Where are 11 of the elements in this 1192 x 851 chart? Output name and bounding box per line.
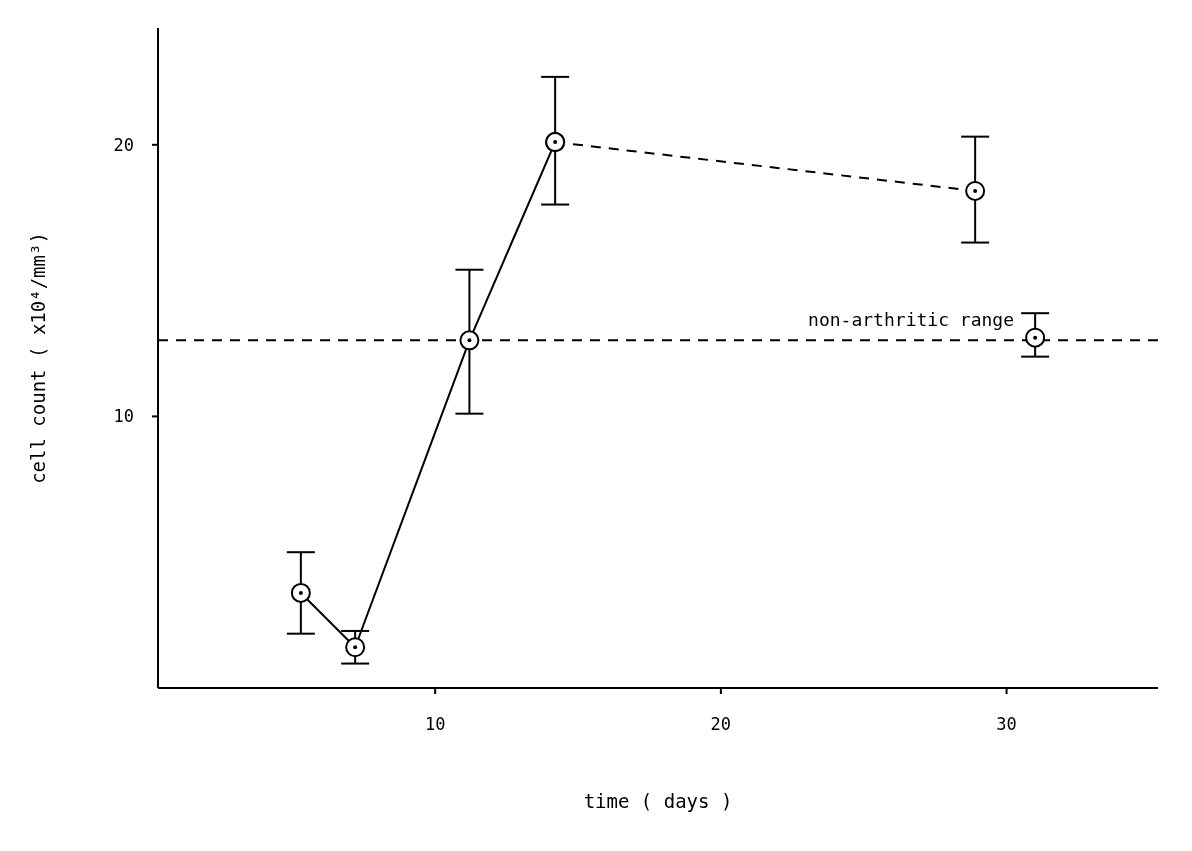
y-axis-title: cell count ( x10⁴/mm³): [26, 232, 49, 484]
ref-line-label: non-arthritic range: [808, 309, 1014, 331]
point: [965, 180, 986, 201]
point: [345, 637, 366, 658]
x-tick-label: 20: [710, 714, 732, 735]
point: [1025, 327, 1046, 348]
x-tick-label: 10: [424, 714, 446, 735]
x-tick-label: 30: [996, 714, 1017, 735]
point: [290, 582, 311, 603]
x-axis-title: time ( days ): [583, 790, 733, 812]
point: [459, 330, 480, 351]
